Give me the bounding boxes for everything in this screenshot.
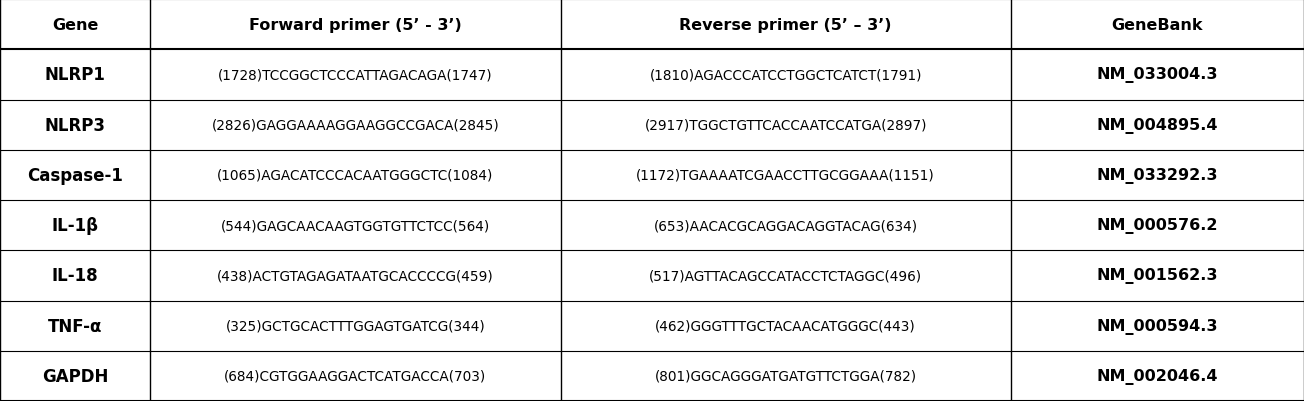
Text: NM_002046.4: NM_002046.4 <box>1097 368 1218 384</box>
Text: (653)AACACGCAGGACAGGTACAG(634): (653)AACACGCAGGACAGGTACAG(634) <box>653 219 918 233</box>
Text: Reverse primer (5’ – 3’): Reverse primer (5’ – 3’) <box>679 18 892 32</box>
Text: GeneBank: GeneBank <box>1111 18 1204 32</box>
Text: (438)ACTGTAGAGATAATGCACCCCG(459): (438)ACTGTAGAGATAATGCACCCCG(459) <box>216 269 494 283</box>
Text: Caspase-1: Caspase-1 <box>27 166 123 184</box>
Text: (325)GCTGCACTTTGGAGTGATCG(344): (325)GCTGCACTTTGGAGTGATCG(344) <box>226 319 485 333</box>
Text: (1172)TGAAAATCGAACCTTGCGGAAA(1151): (1172)TGAAAATCGAACCTTGCGGAAA(1151) <box>636 168 935 182</box>
Text: (801)GGCAGGGATGATGTTCTGGA(782): (801)GGCAGGGATGATGTTCTGGA(782) <box>655 369 917 383</box>
Text: (544)GAGCAACAAGTGGTGTTCTCC(564): (544)GAGCAACAAGTGGTGTTCTCC(564) <box>220 219 490 233</box>
Text: (462)GGGTTTGCTACAACATGGGC(443): (462)GGGTTTGCTACAACATGGGC(443) <box>656 319 915 333</box>
Text: (1810)AGACCCATCCTGGCTCATCT(1791): (1810)AGACCCATCCTGGCTCATCT(1791) <box>649 68 922 82</box>
Text: NM_000576.2: NM_000576.2 <box>1097 218 1218 233</box>
Text: IL-18: IL-18 <box>52 267 98 285</box>
Text: NLRP3: NLRP3 <box>44 116 106 134</box>
Text: NM_033292.3: NM_033292.3 <box>1097 168 1218 183</box>
Text: NM_000594.3: NM_000594.3 <box>1097 318 1218 334</box>
Text: (684)CGTGGAAGGACTCATGACCA(703): (684)CGTGGAAGGACTCATGACCA(703) <box>224 369 486 383</box>
Text: (1065)AGACATCCCACAATGGGCTC(1084): (1065)AGACATCCCACAATGGGCTC(1084) <box>218 168 493 182</box>
Text: (517)AGTTACAGCCATACCTCTAGGC(496): (517)AGTTACAGCCATACCTCTAGGC(496) <box>649 269 922 283</box>
Text: NM_004895.4: NM_004895.4 <box>1097 117 1218 133</box>
Text: NM_001562.3: NM_001562.3 <box>1097 268 1218 284</box>
Text: TNF-α: TNF-α <box>48 317 102 335</box>
Text: NM_033004.3: NM_033004.3 <box>1097 67 1218 83</box>
Text: (1728)TCCGGCTCCCATTAGACAGA(1747): (1728)TCCGGCTCCCATTAGACAGA(1747) <box>218 68 493 82</box>
Text: IL-1β: IL-1β <box>51 217 99 235</box>
Text: (2917)TGGCTGTTCACCAATCCATGA(2897): (2917)TGGCTGTTCACCAATCCATGA(2897) <box>644 118 927 132</box>
Text: GAPDH: GAPDH <box>42 367 108 385</box>
Text: (2826)GAGGAAAAGGAAGGCCGACA(2845): (2826)GAGGAAAAGGAAGGCCGACA(2845) <box>211 118 499 132</box>
Text: Forward primer (5’ - 3’): Forward primer (5’ - 3’) <box>249 18 462 32</box>
Text: NLRP1: NLRP1 <box>44 66 106 84</box>
Text: Gene: Gene <box>52 18 98 32</box>
